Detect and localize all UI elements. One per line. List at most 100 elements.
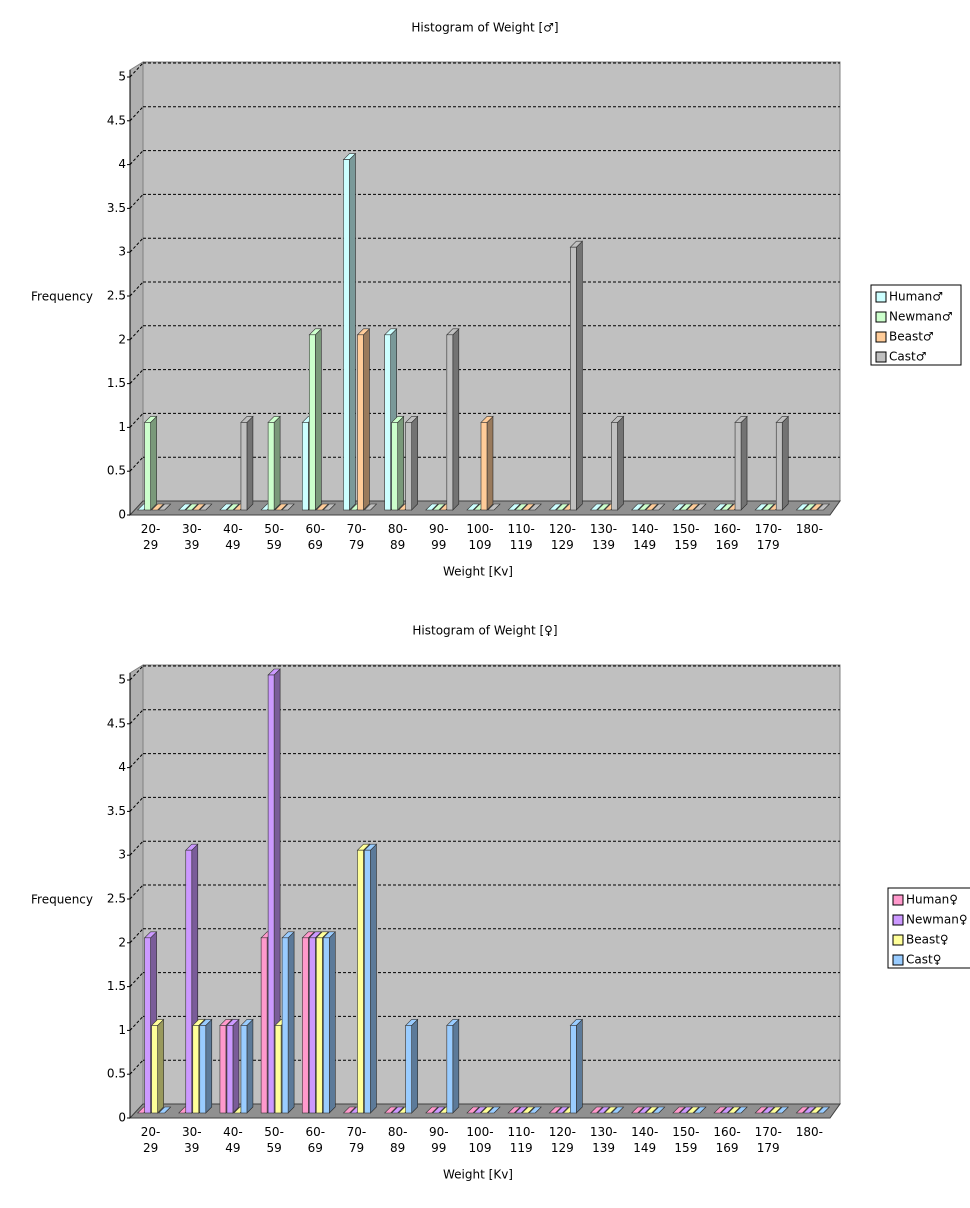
bar: [611, 422, 618, 511]
bar-side-shade: [576, 241, 583, 510]
x-tick-label: 30- 39: [181, 522, 202, 552]
x-tick-label: 90- 99: [429, 1125, 449, 1155]
x-tick-label: 170- 179: [754, 1125, 782, 1155]
bar-top: [425, 503, 439, 511]
bar-side-shade: [363, 328, 370, 510]
bar-top: [644, 503, 659, 511]
bar-side-shade: [411, 1019, 418, 1113]
x-tick-label: 90- 99: [429, 522, 449, 552]
legend-label: Cast♂: [889, 350, 926, 364]
bar-top: [150, 503, 165, 511]
y-tick-label: 0: [118, 1111, 126, 1125]
legend-swatch: [892, 914, 904, 926]
grid-diagonal: [129, 972, 144, 987]
bar: [405, 1025, 412, 1114]
y-tick-label: 0: [118, 508, 126, 522]
grid-diagonal: [129, 150, 144, 165]
x-tick-label: 100- 109: [466, 522, 494, 552]
bar-top: [589, 503, 604, 511]
grid-diagonal: [129, 237, 144, 253]
bar-side-shade: [370, 844, 377, 1113]
bar-side-shade: [246, 416, 253, 510]
bar: [274, 1025, 282, 1114]
bar-side-shade: [288, 931, 295, 1113]
x-axis-label: Weight [Kv]: [443, 565, 513, 579]
bar: [315, 937, 323, 1114]
bar-top: [432, 503, 446, 511]
x-tick-label: 80- 89: [387, 1125, 408, 1155]
bar-top: [630, 503, 645, 511]
grid-diagonal: [129, 413, 144, 428]
bar-top: [548, 503, 563, 511]
bar-top: [693, 503, 707, 511]
legend-label: Beast♂: [889, 330, 934, 344]
legend-swatch: [875, 291, 887, 303]
bar-top: [603, 1106, 618, 1114]
bar-top: [720, 503, 734, 511]
bar-top: [528, 503, 542, 511]
bar-top: [390, 1106, 405, 1114]
y-tick-label: 5: [118, 70, 126, 84]
bar: [775, 422, 783, 511]
bar: [384, 334, 391, 511]
y-tick-label: 4.5: [107, 113, 126, 127]
x-tick-label: 50- 59: [264, 522, 284, 552]
bar-side-shade: [349, 153, 356, 510]
bar: [570, 246, 577, 511]
grid-diagonal: [129, 753, 144, 768]
y-tick-label: 5: [118, 673, 126, 687]
bar-side-shade: [329, 931, 336, 1113]
legend-swatch: [875, 311, 887, 323]
bar: [219, 1025, 227, 1114]
legend-label: Human♂: [889, 290, 943, 304]
bar-side-shade: [205, 1019, 212, 1113]
grid-diagonal: [129, 62, 144, 78]
bar-top: [672, 1106, 686, 1114]
bar: [144, 422, 151, 511]
bar-top: [630, 1106, 645, 1114]
y-tick-label: 1: [118, 420, 126, 434]
y-tick-label: 4.5: [107, 716, 126, 730]
bar: [144, 937, 151, 1114]
y-tick-label: 3: [118, 848, 126, 862]
bar-top: [809, 1106, 824, 1114]
bar-top: [754, 503, 768, 511]
bar-top: [720, 1106, 734, 1114]
y-tick-label: 0.5: [107, 1067, 126, 1081]
bar-top: [672, 503, 686, 511]
x-tick-label: 140- 149: [631, 1125, 659, 1155]
bar: [301, 422, 309, 511]
bar-top: [473, 1106, 487, 1114]
x-tick-label: 120- 129: [548, 522, 576, 552]
bar-top: [466, 503, 480, 511]
bar-side-shade: [576, 1019, 583, 1113]
bar-side-shade: [452, 1019, 459, 1113]
x-tick-label: 150- 159: [672, 1125, 700, 1155]
bar-top: [754, 1106, 768, 1114]
grid-diagonal: [129, 281, 144, 297]
bar-top: [795, 1106, 810, 1114]
x-tick-label: 180-: [795, 522, 824, 536]
bar: [151, 1025, 158, 1114]
x-tick-label: 140- 149: [631, 522, 659, 552]
bar: [301, 937, 309, 1114]
legend-label: Human♀: [906, 893, 958, 907]
grid-diagonal: [129, 194, 144, 209]
bar: [364, 849, 371, 1114]
bar: [260, 937, 268, 1114]
bar-top: [644, 1106, 659, 1114]
bar: [446, 1025, 454, 1114]
bar-top: [548, 1106, 563, 1114]
bar: [240, 1025, 248, 1114]
bar: [570, 1025, 577, 1114]
bar: [240, 422, 248, 511]
bar-top: [768, 1106, 782, 1114]
bar-top: [610, 1106, 625, 1114]
bar-top: [521, 1106, 535, 1114]
bar-top: [596, 503, 611, 511]
x-tick-label: 20- 29: [140, 1125, 161, 1155]
bar-top: [480, 1106, 494, 1114]
bar-top: [651, 503, 666, 511]
